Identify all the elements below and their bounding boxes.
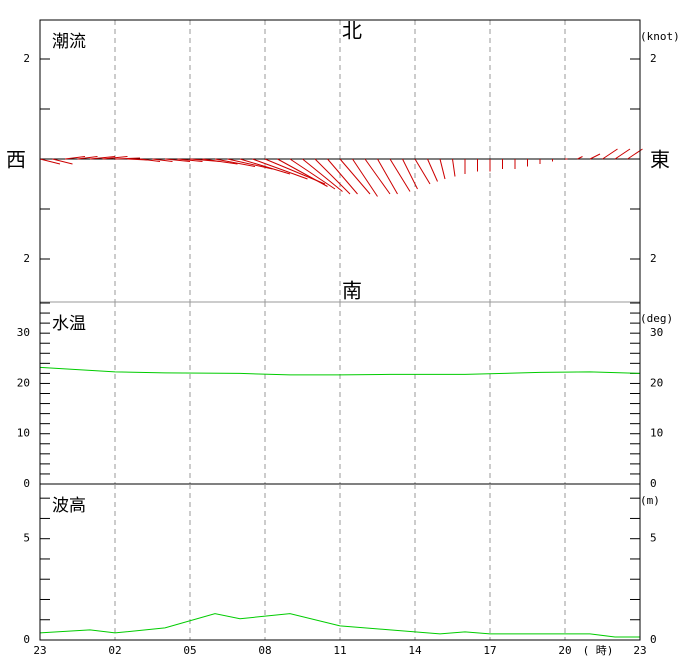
vector xyxy=(114,157,141,160)
x-tick-label: 23 xyxy=(633,644,646,657)
vector xyxy=(77,156,98,160)
vector xyxy=(339,158,371,195)
vector xyxy=(602,148,618,160)
vector xyxy=(52,158,73,165)
vector xyxy=(289,158,336,190)
panel-title: 潮流 xyxy=(52,32,86,52)
panel-title: 水温 xyxy=(52,314,86,334)
vector xyxy=(314,158,351,195)
vector xyxy=(302,158,343,192)
vector xyxy=(277,158,328,187)
vector xyxy=(239,158,291,175)
y-tick-label: 0 xyxy=(23,477,30,490)
y-tick-label: 0 xyxy=(650,633,657,646)
x-axis-label: ( 時) xyxy=(583,644,614,657)
unit-label: (m) xyxy=(640,494,660,507)
vector xyxy=(327,158,358,195)
vector xyxy=(577,156,583,160)
y-tick-label: 5 xyxy=(23,532,30,545)
x-tick-label: 14 xyxy=(408,644,422,657)
vector xyxy=(352,158,378,197)
x-tick-label: 02 xyxy=(108,644,121,657)
y-tick-label: 10 xyxy=(650,427,663,440)
y-tick-label: 10 xyxy=(17,427,30,440)
x-tick-label: 05 xyxy=(183,644,196,657)
y-tick-label: 30 xyxy=(17,326,30,339)
y-tick-label: 30 xyxy=(650,326,663,339)
vector xyxy=(214,158,256,167)
west-label: 西 xyxy=(6,148,26,172)
vector xyxy=(439,158,446,180)
vector xyxy=(364,158,391,195)
panel-title: 波高 xyxy=(52,496,86,516)
x-tick-label: 23 xyxy=(33,644,46,657)
frame xyxy=(39,19,641,641)
vector xyxy=(64,156,86,160)
line xyxy=(39,366,641,376)
y-tick-label: 2 xyxy=(23,52,30,65)
line xyxy=(39,613,640,638)
vector xyxy=(89,156,116,160)
vector xyxy=(589,153,601,160)
vector xyxy=(252,158,308,180)
vector xyxy=(452,158,456,177)
x-tick-label: 17 xyxy=(483,644,496,657)
vector xyxy=(164,158,191,162)
vector xyxy=(227,158,273,170)
south-label: 南 xyxy=(342,279,362,303)
vector xyxy=(139,158,161,162)
unit-label: (deg) xyxy=(640,312,673,325)
vector xyxy=(614,148,631,160)
y-tick-label: 2 xyxy=(650,252,657,265)
x-tick-label: 20 xyxy=(558,644,571,657)
vector xyxy=(427,158,438,182)
x-tick-label: 11 xyxy=(333,644,346,657)
vector xyxy=(402,158,418,190)
y-tick-label: 0 xyxy=(23,633,30,646)
y-tick-label: 20 xyxy=(17,376,30,389)
y-tick-label: 2 xyxy=(23,252,30,265)
x-tick-label: 08 xyxy=(258,644,271,657)
vector xyxy=(102,156,128,160)
unit-label: (knot) xyxy=(640,30,680,43)
vector xyxy=(39,158,61,165)
north-label: 北 xyxy=(342,19,362,43)
east-label: 東 xyxy=(650,148,670,172)
y-tick-label: 5 xyxy=(650,532,657,545)
vector xyxy=(389,158,411,192)
vector xyxy=(152,158,173,162)
vector xyxy=(414,158,431,185)
y-tick-label: 2 xyxy=(650,52,657,65)
y-tick-label: 20 xyxy=(650,376,663,389)
vector xyxy=(177,158,203,162)
y-tick-label: 0 xyxy=(650,477,657,490)
vector xyxy=(202,158,238,165)
vector xyxy=(377,158,398,195)
